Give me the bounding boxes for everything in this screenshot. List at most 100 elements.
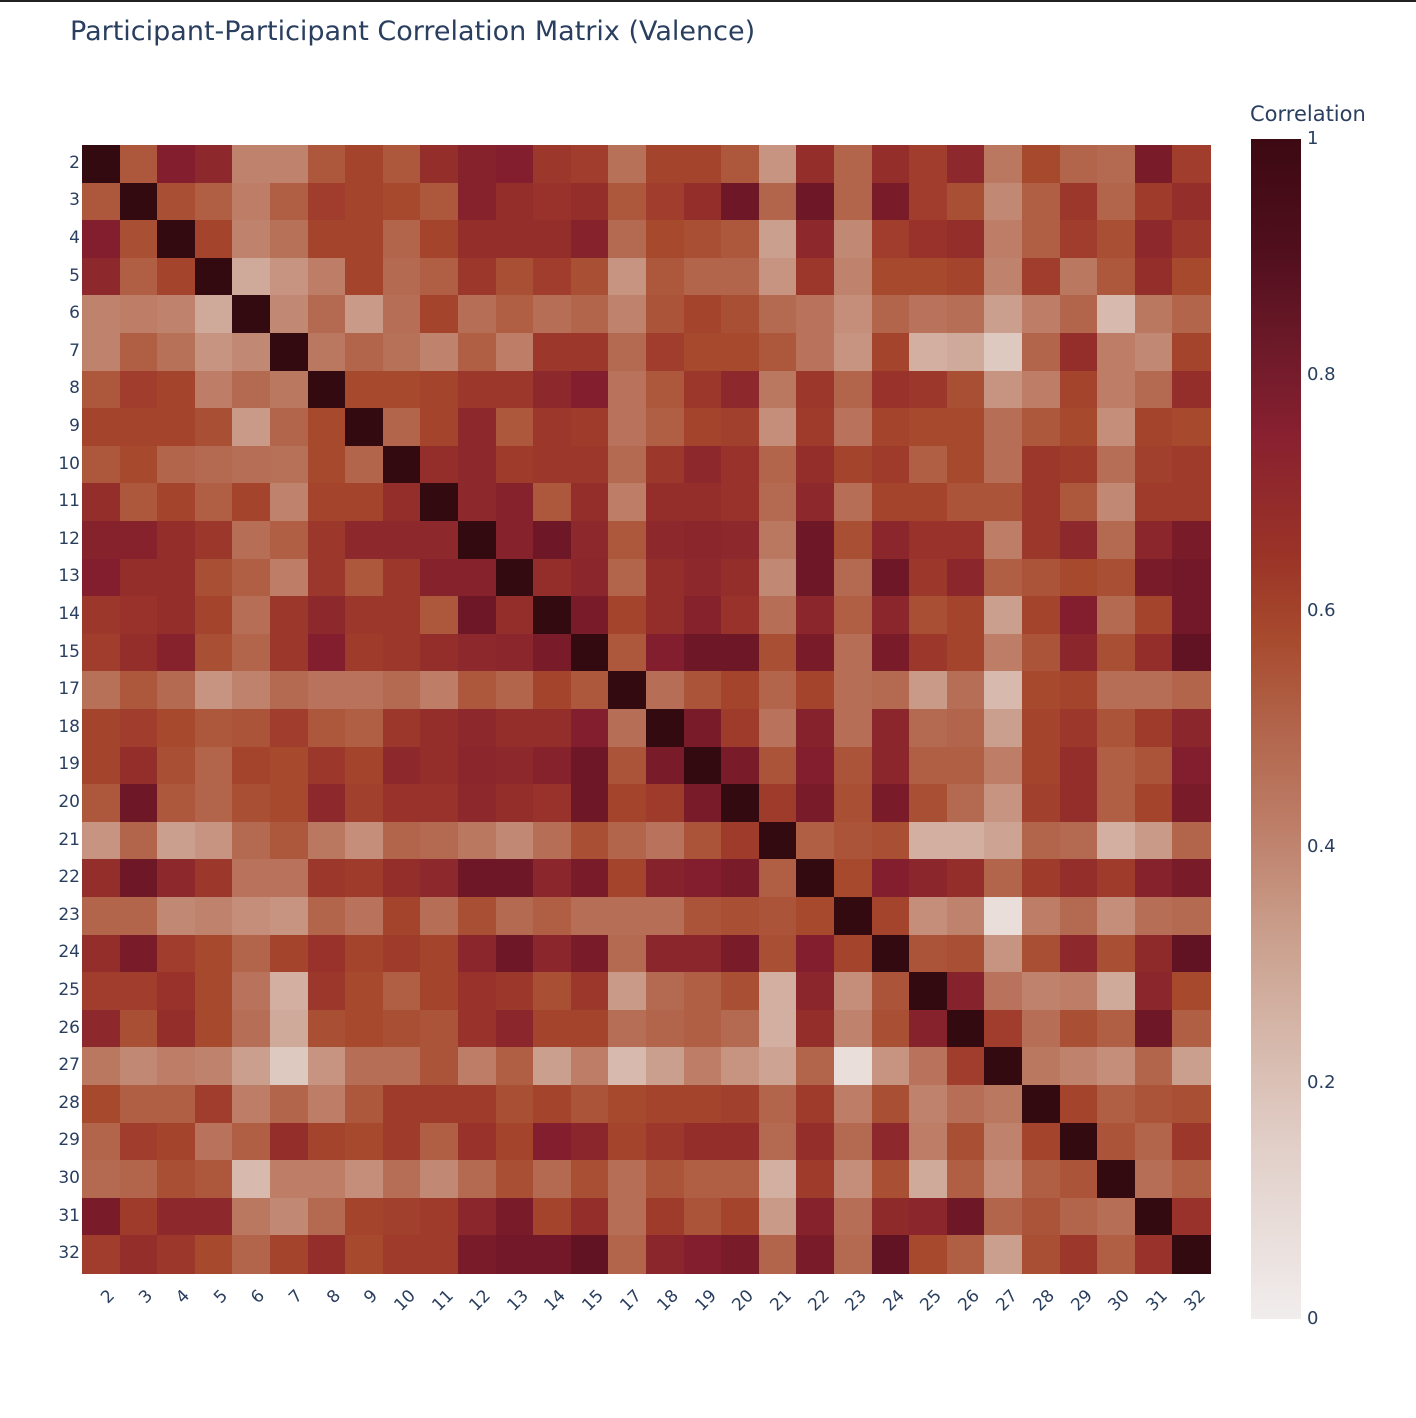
- heatmap-cell[interactable]: [758, 408, 797, 447]
- heatmap-cell[interactable]: [683, 521, 722, 560]
- heatmap-cell[interactable]: [646, 934, 685, 973]
- heatmap-cell[interactable]: [1022, 596, 1061, 635]
- heatmap-cell[interactable]: [871, 1160, 910, 1199]
- heatmap-cell[interactable]: [194, 897, 233, 936]
- heatmap-cell[interactable]: [984, 1122, 1023, 1161]
- heatmap-cell[interactable]: [232, 483, 271, 522]
- heatmap-cell[interactable]: [157, 558, 196, 597]
- heatmap-cell[interactable]: [495, 671, 534, 710]
- heatmap-cell[interactable]: [1134, 408, 1173, 447]
- heatmap-cell[interactable]: [871, 596, 910, 635]
- heatmap-cell[interactable]: [420, 859, 459, 898]
- heatmap-cell[interactable]: [1097, 1160, 1136, 1199]
- heatmap-cell[interactable]: [871, 1085, 910, 1124]
- heatmap-cell[interactable]: [608, 934, 647, 973]
- heatmap-cell[interactable]: [1022, 633, 1061, 672]
- heatmap-cell[interactable]: [345, 671, 384, 710]
- heatmap-cell[interactable]: [1022, 746, 1061, 785]
- heatmap-cell[interactable]: [721, 671, 760, 710]
- heatmap-cell[interactable]: [1172, 295, 1211, 334]
- heatmap-cell[interactable]: [984, 1009, 1023, 1048]
- heatmap-cell[interactable]: [458, 633, 497, 672]
- heatmap-cell[interactable]: [570, 596, 609, 635]
- heatmap-cell[interactable]: [871, 333, 910, 372]
- heatmap-cell[interactable]: [194, 1085, 233, 1124]
- heatmap-cell[interactable]: [533, 1085, 572, 1124]
- heatmap-cell[interactable]: [307, 182, 346, 221]
- heatmap-cell[interactable]: [1172, 408, 1211, 447]
- heatmap-cell[interactable]: [345, 257, 384, 296]
- heatmap-cell[interactable]: [1097, 671, 1136, 710]
- heatmap-cell[interactable]: [721, 295, 760, 334]
- heatmap-cell[interactable]: [119, 445, 158, 484]
- heatmap-cell[interactable]: [834, 1160, 873, 1199]
- heatmap-cell[interactable]: [1097, 558, 1136, 597]
- heatmap-cell[interactable]: [683, 671, 722, 710]
- heatmap-cell[interactable]: [1059, 1122, 1098, 1161]
- heatmap-cell[interactable]: [194, 1047, 233, 1086]
- heatmap-cell[interactable]: [570, 521, 609, 560]
- heatmap-cell[interactable]: [495, 972, 534, 1011]
- heatmap-cell[interactable]: [345, 445, 384, 484]
- heatmap-cell[interactable]: [420, 934, 459, 973]
- heatmap-cell[interactable]: [1097, 821, 1136, 860]
- heatmap-cell[interactable]: [1172, 445, 1211, 484]
- heatmap-cell[interactable]: [119, 1009, 158, 1048]
- heatmap-cell[interactable]: [1059, 257, 1098, 296]
- heatmap-cell[interactable]: [345, 1047, 384, 1086]
- heatmap-cell[interactable]: [194, 596, 233, 635]
- heatmap-cell[interactable]: [946, 972, 985, 1011]
- heatmap-cell[interactable]: [796, 671, 835, 710]
- heatmap-cell[interactable]: [270, 1160, 309, 1199]
- heatmap-cell[interactable]: [1134, 596, 1173, 635]
- heatmap-cell[interactable]: [495, 182, 534, 221]
- heatmap-cell[interactable]: [382, 1047, 421, 1086]
- heatmap-cell[interactable]: [946, 182, 985, 221]
- heatmap-cell[interactable]: [458, 1235, 497, 1274]
- heatmap-cell[interactable]: [758, 1197, 797, 1236]
- heatmap-cell[interactable]: [495, 633, 534, 672]
- heatmap-cell[interactable]: [646, 558, 685, 597]
- heatmap-cell[interactable]: [157, 1009, 196, 1048]
- heatmap-cell[interactable]: [909, 1160, 948, 1199]
- heatmap-cell[interactable]: [307, 1085, 346, 1124]
- heatmap-cell[interactable]: [458, 408, 497, 447]
- heatmap-cell[interactable]: [1172, 145, 1211, 184]
- heatmap-cell[interactable]: [1059, 1197, 1098, 1236]
- heatmap-cell[interactable]: [570, 145, 609, 184]
- heatmap-cell[interactable]: [721, 1085, 760, 1124]
- heatmap-cell[interactable]: [307, 220, 346, 259]
- heatmap-cell[interactable]: [307, 257, 346, 296]
- heatmap-cell[interactable]: [1134, 1235, 1173, 1274]
- heatmap-cell[interactable]: [946, 145, 985, 184]
- heatmap-cell[interactable]: [1134, 934, 1173, 973]
- heatmap-cell[interactable]: [946, 295, 985, 334]
- heatmap-cell[interactable]: [270, 897, 309, 936]
- heatmap-cell[interactable]: [871, 257, 910, 296]
- heatmap-cell[interactable]: [646, 333, 685, 372]
- heatmap-cell[interactable]: [1172, 1009, 1211, 1048]
- heatmap-cell[interactable]: [570, 295, 609, 334]
- heatmap-cell[interactable]: [458, 257, 497, 296]
- heatmap-cell[interactable]: [1172, 182, 1211, 221]
- heatmap-cell[interactable]: [909, 1197, 948, 1236]
- heatmap-cell[interactable]: [834, 295, 873, 334]
- heatmap-cell[interactable]: [82, 1235, 121, 1274]
- heatmap-cell[interactable]: [1059, 859, 1098, 898]
- heatmap-cell[interactable]: [495, 1047, 534, 1086]
- heatmap-cell[interactable]: [194, 1122, 233, 1161]
- heatmap-cell[interactable]: [1172, 972, 1211, 1011]
- heatmap-cell[interactable]: [871, 746, 910, 785]
- heatmap-cell[interactable]: [232, 1235, 271, 1274]
- heatmap-cell[interactable]: [345, 1122, 384, 1161]
- heatmap-cell[interactable]: [82, 859, 121, 898]
- heatmap-cell[interactable]: [345, 1160, 384, 1199]
- heatmap-cell[interactable]: [382, 1160, 421, 1199]
- heatmap-cell[interactable]: [984, 295, 1023, 334]
- heatmap-cell[interactable]: [909, 370, 948, 409]
- heatmap-cell[interactable]: [570, 671, 609, 710]
- heatmap-cell[interactable]: [608, 182, 647, 221]
- heatmap-cell[interactable]: [420, 145, 459, 184]
- heatmap-cell[interactable]: [871, 1009, 910, 1048]
- heatmap-cell[interactable]: [194, 558, 233, 597]
